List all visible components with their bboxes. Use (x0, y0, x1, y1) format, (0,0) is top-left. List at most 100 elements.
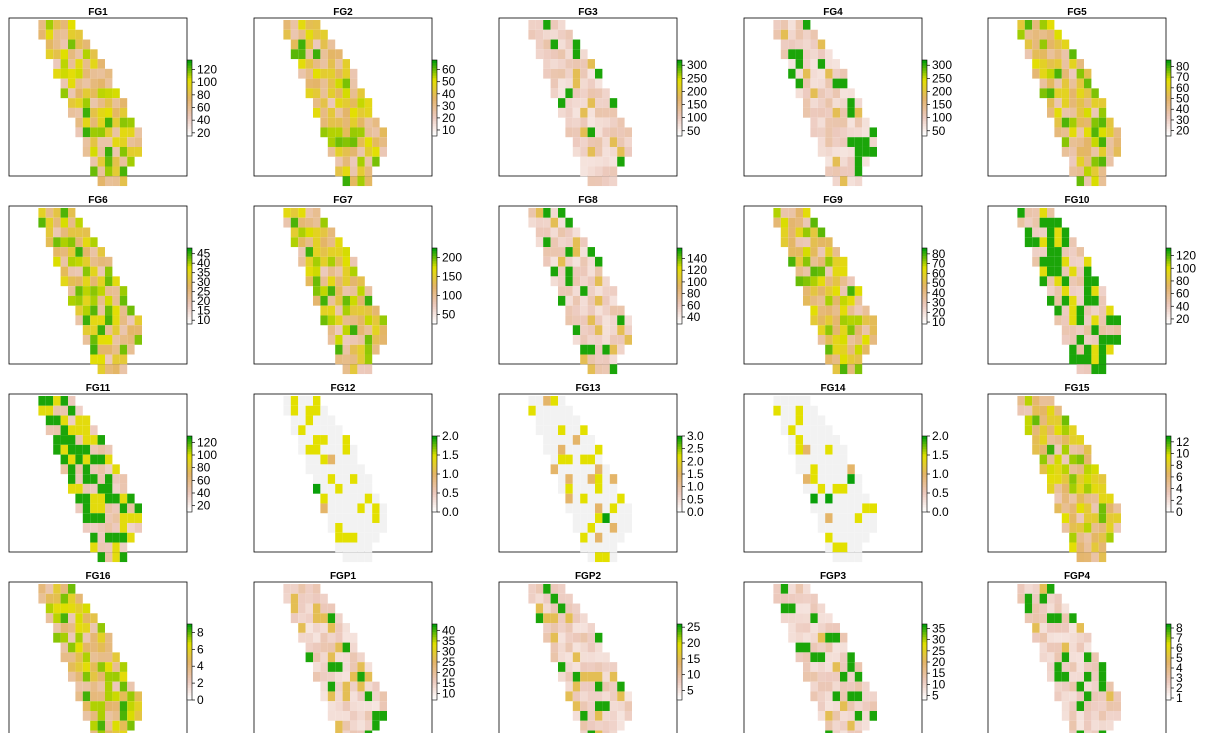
raster-cell (840, 137, 848, 147)
legend-tick-label: 250 (687, 71, 707, 85)
raster-cell (105, 691, 113, 702)
raster-cell (90, 68, 98, 79)
legend-swatch (677, 263, 682, 267)
raster-cell (602, 710, 610, 721)
legend-tick-label: 0 (197, 693, 204, 707)
raster-cell (587, 681, 595, 692)
legend-swatch (187, 458, 192, 462)
legend-swatch (187, 679, 192, 683)
raster-cell (803, 642, 811, 653)
raster-cell (810, 435, 818, 445)
legend-swatch (432, 120, 437, 124)
raster-cell (810, 483, 818, 494)
raster-cell (810, 405, 818, 416)
raster-cell (803, 662, 811, 672)
raster-cell (1069, 137, 1077, 147)
legend-swatch (1166, 123, 1171, 127)
legend-swatch (922, 491, 927, 495)
raster-cell (1061, 247, 1070, 257)
raster-cell (119, 710, 128, 721)
raster-cell (313, 671, 321, 682)
legend-swatch (187, 273, 192, 277)
legend-tick-label: 100 (687, 111, 707, 125)
raster-cell (320, 464, 328, 475)
raster-cell (60, 652, 68, 663)
raster-cell (1069, 98, 1077, 108)
raster-cell (350, 127, 358, 138)
raster-cell (112, 305, 120, 316)
legend-swatch (922, 479, 927, 483)
raster-cell (565, 78, 573, 89)
raster-cell (320, 286, 328, 296)
raster-cell (1039, 444, 1047, 455)
raster-cell (1076, 623, 1084, 633)
raster-cell (1091, 146, 1099, 157)
raster-cell (1054, 98, 1062, 108)
raster-cell (565, 305, 573, 316)
legend-swatch (187, 128, 192, 132)
raster-cell (862, 334, 870, 345)
raster-cell (1061, 444, 1070, 455)
legend-swatch (922, 641, 927, 645)
raster-cell (350, 681, 358, 692)
raster-cell (773, 20, 781, 30)
raster-cell (1024, 415, 1033, 426)
legend-swatch (432, 687, 437, 691)
legend-swatch (677, 692, 682, 696)
legend-swatch (677, 506, 682, 510)
raster-cell (350, 503, 358, 514)
raster-cell (1084, 68, 1092, 79)
raster-cell (788, 20, 796, 30)
legend-swatch (1166, 499, 1171, 503)
raster-cell (119, 305, 128, 316)
legend-tick-label: 20 (687, 636, 701, 650)
legend-swatch (432, 654, 437, 658)
legend-swatch (922, 293, 927, 297)
raster-cell (825, 237, 833, 248)
raster-cell (60, 613, 68, 624)
legend-swatch (1166, 316, 1171, 320)
legend-swatch (187, 481, 192, 485)
raster-cell (1047, 632, 1055, 643)
raster-cell (780, 603, 789, 614)
raster-cell (862, 691, 870, 702)
raster-cell (313, 632, 321, 643)
raster-cell (305, 425, 313, 436)
raster-cell (38, 20, 46, 30)
raster-cell (342, 671, 350, 682)
raster-cell (357, 681, 365, 692)
raster-cell (1084, 88, 1092, 99)
raster-cell (105, 632, 113, 643)
raster-cell (112, 691, 120, 702)
raster-cell (90, 156, 98, 167)
raster-cell (602, 701, 610, 711)
raster-cell (298, 415, 306, 426)
raster-cell (854, 286, 863, 296)
raster-cell (810, 415, 818, 426)
legend-swatch (1166, 115, 1171, 119)
raster-cell (335, 295, 343, 306)
raster-cell (364, 552, 373, 563)
raster-cell (803, 256, 811, 267)
raster-cell (1091, 474, 1099, 484)
raster-cell (780, 29, 789, 40)
raster-cell (825, 681, 833, 692)
raster-cell (82, 662, 91, 672)
raster-cell (342, 552, 350, 563)
raster-cell (1113, 522, 1121, 533)
raster-cell (1076, 334, 1084, 345)
raster-cell (112, 720, 120, 731)
legend-swatch (432, 98, 437, 102)
raster-cell (82, 49, 91, 60)
raster-cell (788, 603, 796, 614)
raster-cell (1091, 354, 1099, 365)
legend-swatch (1166, 248, 1171, 252)
raster-cell (780, 49, 789, 60)
raster-cell (617, 681, 625, 692)
raster-cell (90, 166, 98, 177)
raster-cell (97, 652, 105, 663)
legend-swatch (677, 453, 682, 457)
raster-cell (587, 276, 595, 287)
raster-cell (112, 542, 120, 553)
